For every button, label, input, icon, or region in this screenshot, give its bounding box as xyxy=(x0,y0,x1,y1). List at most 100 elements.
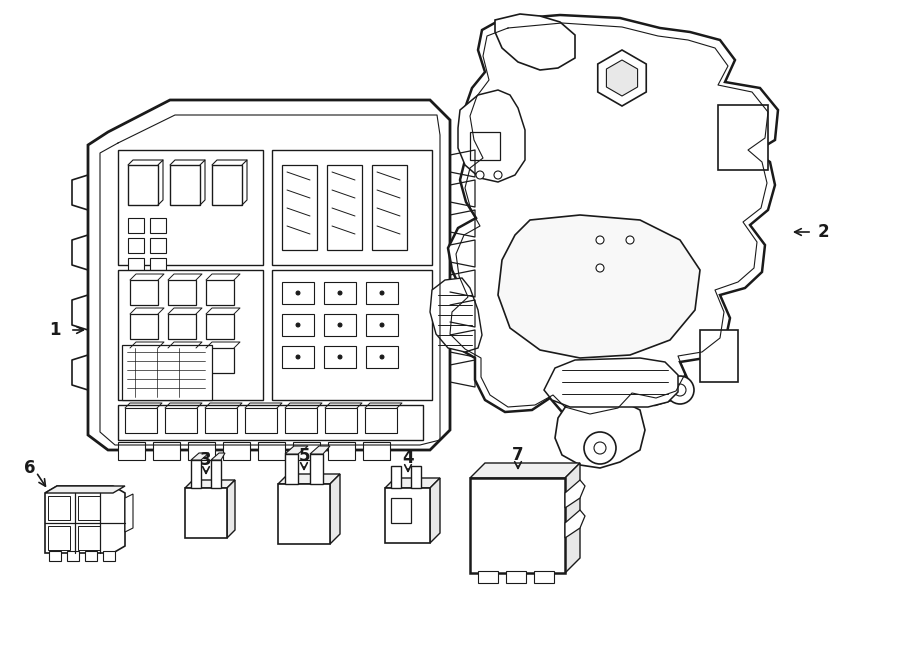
Polygon shape xyxy=(45,486,125,553)
Circle shape xyxy=(380,323,384,327)
Bar xyxy=(278,484,330,544)
Bar xyxy=(282,346,314,368)
Bar xyxy=(272,270,432,400)
Bar xyxy=(118,270,263,400)
Bar xyxy=(128,218,144,233)
Bar xyxy=(285,408,317,433)
Text: 3: 3 xyxy=(200,451,212,469)
Polygon shape xyxy=(565,480,585,508)
Bar xyxy=(534,571,554,583)
Bar xyxy=(67,551,79,561)
Bar xyxy=(118,150,263,265)
Circle shape xyxy=(596,236,604,244)
Bar xyxy=(700,330,738,382)
Polygon shape xyxy=(430,478,440,543)
Bar xyxy=(478,571,498,583)
Bar xyxy=(310,454,323,484)
Bar xyxy=(150,218,166,233)
Bar xyxy=(366,282,398,304)
Bar xyxy=(293,442,320,460)
Bar xyxy=(168,348,196,373)
Bar xyxy=(125,408,157,433)
Polygon shape xyxy=(495,14,575,70)
Circle shape xyxy=(338,355,342,359)
Bar xyxy=(285,454,298,484)
Bar xyxy=(165,408,197,433)
Bar xyxy=(191,460,201,488)
Bar xyxy=(411,466,421,488)
Bar xyxy=(470,132,500,160)
Bar xyxy=(506,571,526,583)
Polygon shape xyxy=(125,494,133,532)
Bar xyxy=(325,408,357,433)
Polygon shape xyxy=(458,90,525,182)
Bar xyxy=(211,460,221,488)
Text: 2: 2 xyxy=(818,223,830,241)
Bar xyxy=(363,442,390,460)
Bar xyxy=(153,442,180,460)
Bar xyxy=(78,496,100,520)
Polygon shape xyxy=(191,453,209,460)
Bar xyxy=(324,282,356,304)
Polygon shape xyxy=(128,165,158,205)
Text: 6: 6 xyxy=(24,459,36,477)
Circle shape xyxy=(380,355,384,359)
Circle shape xyxy=(674,384,686,396)
Bar xyxy=(205,408,237,433)
Polygon shape xyxy=(565,463,580,573)
Circle shape xyxy=(476,171,484,179)
Polygon shape xyxy=(607,60,637,96)
Polygon shape xyxy=(88,100,450,450)
Bar xyxy=(168,280,196,305)
Circle shape xyxy=(666,376,694,404)
Bar xyxy=(372,165,407,250)
Bar xyxy=(282,314,314,336)
Bar xyxy=(282,165,317,250)
Circle shape xyxy=(626,236,634,244)
Polygon shape xyxy=(555,400,645,468)
Bar xyxy=(49,551,61,561)
Polygon shape xyxy=(285,446,308,454)
Polygon shape xyxy=(278,474,340,484)
Bar xyxy=(103,551,115,561)
Bar xyxy=(223,442,250,460)
Bar xyxy=(48,496,70,520)
Bar xyxy=(130,348,158,373)
Text: 1: 1 xyxy=(50,321,61,339)
Circle shape xyxy=(296,291,300,295)
Bar xyxy=(206,280,234,305)
Bar xyxy=(130,314,158,339)
Circle shape xyxy=(494,171,502,179)
Bar xyxy=(122,345,212,400)
Polygon shape xyxy=(598,50,646,106)
Polygon shape xyxy=(45,486,125,493)
Bar xyxy=(150,258,166,273)
Text: 5: 5 xyxy=(298,447,310,465)
Polygon shape xyxy=(185,480,235,488)
Bar xyxy=(718,105,768,170)
Polygon shape xyxy=(385,478,440,488)
Polygon shape xyxy=(310,446,330,454)
Bar xyxy=(366,314,398,336)
Text: 4: 4 xyxy=(402,449,414,467)
Bar xyxy=(150,238,166,253)
Bar xyxy=(391,466,401,488)
Polygon shape xyxy=(470,463,580,478)
Bar xyxy=(85,551,97,561)
Text: 7: 7 xyxy=(512,446,524,464)
Circle shape xyxy=(338,323,342,327)
Bar xyxy=(130,280,158,305)
Bar xyxy=(327,165,362,250)
Bar xyxy=(282,282,314,304)
Bar xyxy=(258,442,285,460)
Polygon shape xyxy=(544,358,678,407)
Bar xyxy=(168,314,196,339)
Polygon shape xyxy=(498,215,700,358)
Polygon shape xyxy=(170,165,200,205)
Bar xyxy=(470,478,565,573)
Polygon shape xyxy=(212,165,242,205)
Bar xyxy=(385,488,430,543)
Bar xyxy=(366,346,398,368)
Bar xyxy=(391,498,411,523)
Bar xyxy=(324,314,356,336)
